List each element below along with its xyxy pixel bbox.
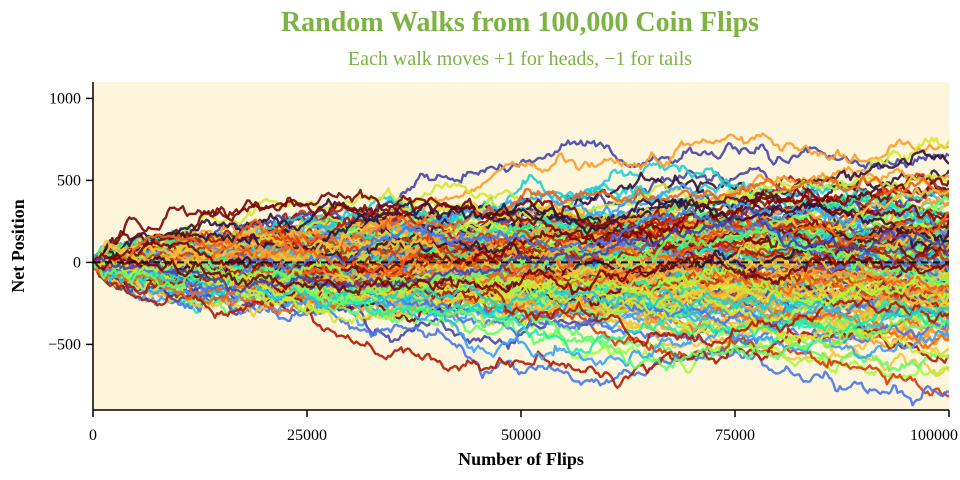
walk-line bbox=[93, 257, 949, 355]
chart-title: Random Walks from 100,000 Coin Flips bbox=[281, 7, 759, 38]
walk-line bbox=[93, 177, 949, 265]
walk-line bbox=[93, 132, 949, 268]
x-tick-label: 25000 bbox=[287, 427, 327, 444]
x-tick-label: 75000 bbox=[715, 427, 755, 444]
y-tick-label: 1000 bbox=[49, 90, 81, 107]
y-tick-label: 0 bbox=[73, 254, 81, 271]
x-tick-label: 0 bbox=[89, 427, 97, 444]
walk-line bbox=[93, 228, 949, 307]
x-axis: 0 25000 50000 75000 100000 bbox=[89, 409, 958, 444]
walk-line bbox=[93, 219, 949, 274]
walk-line bbox=[93, 175, 949, 278]
walk-line bbox=[93, 218, 949, 296]
walk-lines bbox=[93, 132, 949, 407]
walk-line bbox=[93, 206, 949, 294]
walk-line bbox=[93, 260, 949, 407]
y-axis-title: Net Position bbox=[8, 199, 28, 293]
x-tick-label: 100000 bbox=[910, 427, 958, 444]
walk-line bbox=[93, 187, 949, 264]
walk-line bbox=[93, 253, 949, 296]
x-axis-title: Number of Flips bbox=[458, 449, 584, 469]
y-tick-label: −500 bbox=[48, 336, 81, 353]
x-tick-label: 50000 bbox=[501, 427, 541, 444]
y-axis: −500 0 500 1000 bbox=[48, 82, 94, 410]
walk-line bbox=[93, 256, 949, 348]
walk-line bbox=[93, 242, 949, 315]
walk-line bbox=[93, 260, 949, 367]
y-tick-label: 500 bbox=[57, 172, 81, 189]
walk-line bbox=[93, 261, 949, 389]
chart-subtitle: Each walk moves +1 for heads, −1 for tai… bbox=[348, 48, 692, 70]
